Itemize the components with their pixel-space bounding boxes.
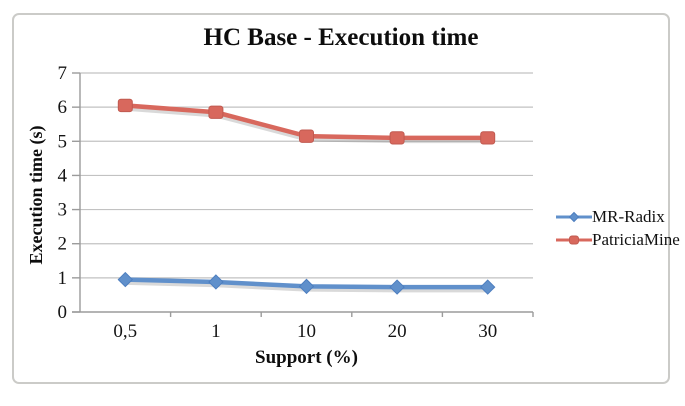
y-tick-label: 4 — [58, 165, 68, 186]
data-point-marker — [208, 274, 224, 290]
legend-item-mr-radix: MR-Radix — [556, 205, 681, 228]
data-point-marker — [389, 131, 405, 145]
diamond-legend-marker-icon — [556, 211, 592, 222]
chart-title: HC Base - Execution time — [203, 24, 479, 51]
data-point-marker — [117, 98, 133, 113]
y-tick-label: 7 — [58, 63, 68, 84]
legend-marker — [568, 211, 580, 222]
y-tick-label: 0 — [58, 302, 68, 323]
category-label: 0,5 — [113, 321, 137, 342]
series-MR-Radix — [117, 271, 496, 295]
square-legend-marker-icon — [556, 235, 592, 244]
legend: MR-Radix PatriciaMine — [556, 205, 681, 251]
y-tick-label: 5 — [58, 131, 68, 152]
legend-marker — [569, 235, 579, 244]
legend-item-patriciamine: PatriciaMine — [556, 228, 681, 251]
y-tick-label: 6 — [58, 97, 68, 118]
y-tick-label: 2 — [58, 234, 68, 255]
data-point-marker — [479, 279, 496, 295]
data-point-marker — [480, 131, 496, 145]
category-label: 10 — [297, 321, 316, 342]
data-point-marker — [117, 271, 134, 288]
y-axis-title: Execution time (s) — [26, 125, 46, 265]
y-tick-label: 1 — [58, 268, 68, 289]
data-point-marker — [389, 279, 405, 295]
data-point-marker — [208, 105, 224, 119]
data-point-marker — [299, 129, 314, 143]
chart-frame — [12, 13, 670, 384]
legend-label: MR-Radix — [592, 206, 665, 226]
category-label: 1 — [211, 321, 221, 342]
x-axis-title: Support (%) — [255, 347, 358, 368]
y-tick-label: 3 — [58, 200, 68, 221]
data-point-marker — [298, 278, 315, 295]
series-PatriciaMine — [117, 98, 496, 145]
legend-label: PatriciaMine — [592, 229, 680, 249]
category-label: 30 — [478, 321, 497, 342]
category-label: 20 — [388, 321, 407, 342]
